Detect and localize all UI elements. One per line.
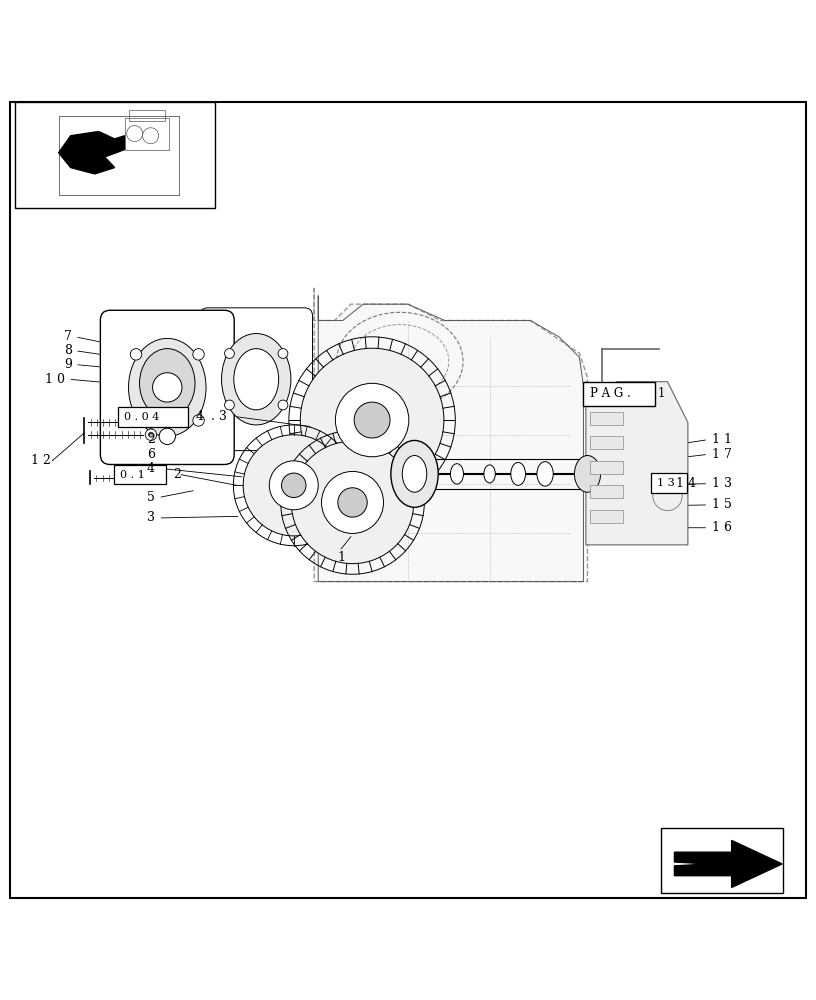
Text: 6: 6 — [147, 448, 155, 461]
Circle shape — [335, 383, 409, 457]
Circle shape — [322, 471, 384, 533]
Bar — [590, 510, 623, 523]
Circle shape — [149, 476, 153, 480]
Ellipse shape — [129, 338, 206, 436]
Text: 5: 5 — [147, 491, 155, 504]
Circle shape — [653, 481, 682, 511]
Circle shape — [131, 415, 142, 426]
Ellipse shape — [221, 334, 290, 425]
Text: 9: 9 — [64, 358, 72, 371]
Circle shape — [278, 349, 288, 358]
FancyBboxPatch shape — [114, 465, 166, 484]
Text: 2: 2 — [173, 468, 181, 481]
Circle shape — [300, 348, 444, 492]
Circle shape — [145, 417, 157, 428]
FancyBboxPatch shape — [200, 308, 313, 451]
FancyBboxPatch shape — [583, 382, 655, 406]
Ellipse shape — [450, 464, 463, 484]
Text: 4: 4 — [196, 410, 204, 423]
Bar — [129, 110, 165, 121]
Ellipse shape — [391, 440, 438, 507]
Text: 3: 3 — [147, 511, 155, 524]
Ellipse shape — [233, 349, 278, 410]
Circle shape — [193, 349, 204, 360]
FancyBboxPatch shape — [651, 473, 687, 493]
Text: 8: 8 — [64, 344, 72, 357]
Bar — [590, 436, 623, 449]
Text: 1 1: 1 1 — [712, 433, 732, 446]
Polygon shape — [314, 288, 588, 582]
Circle shape — [153, 373, 182, 402]
Text: P A G .: P A G . — [590, 387, 631, 400]
Text: 1 4: 1 4 — [676, 477, 696, 490]
Circle shape — [145, 429, 157, 440]
Text: 0 . 0 4: 0 . 0 4 — [124, 412, 159, 422]
Text: 1 0: 1 0 — [45, 373, 65, 386]
Bar — [125, 118, 169, 150]
Polygon shape — [674, 840, 783, 887]
Text: 2: 2 — [147, 433, 155, 446]
Ellipse shape — [511, 462, 526, 485]
Text: 1 6: 1 6 — [712, 521, 732, 534]
Text: 1: 1 — [337, 551, 345, 564]
Circle shape — [278, 400, 288, 410]
Ellipse shape — [484, 465, 495, 483]
Circle shape — [149, 420, 153, 425]
Circle shape — [131, 349, 142, 360]
Circle shape — [159, 428, 175, 445]
Bar — [661, 828, 783, 893]
Text: 1 5: 1 5 — [712, 498, 731, 511]
Ellipse shape — [402, 456, 427, 492]
Text: 1 3: 1 3 — [657, 478, 675, 488]
Text: 1: 1 — [658, 387, 665, 400]
FancyBboxPatch shape — [118, 407, 188, 427]
Circle shape — [144, 471, 157, 484]
Bar — [590, 485, 623, 498]
Circle shape — [338, 488, 367, 517]
Circle shape — [243, 435, 344, 536]
Text: 1 2: 1 2 — [31, 454, 51, 467]
Circle shape — [224, 400, 234, 410]
Text: 4: 4 — [147, 462, 155, 475]
Ellipse shape — [574, 456, 601, 492]
FancyBboxPatch shape — [100, 310, 234, 465]
Circle shape — [149, 432, 153, 437]
Ellipse shape — [537, 462, 553, 486]
Text: 0 . 1: 0 . 1 — [120, 470, 144, 480]
Bar — [590, 412, 623, 425]
Circle shape — [269, 461, 318, 510]
Circle shape — [224, 349, 234, 358]
Text: 7: 7 — [64, 330, 72, 343]
Polygon shape — [586, 382, 688, 545]
Text: 1 3: 1 3 — [712, 477, 732, 490]
Text: 1 7: 1 7 — [712, 448, 731, 461]
Bar — [590, 387, 623, 400]
Bar — [59, 116, 179, 195]
Circle shape — [282, 473, 306, 498]
Polygon shape — [59, 131, 125, 174]
Text: . 3: . 3 — [211, 410, 226, 423]
Circle shape — [354, 402, 390, 438]
Bar — [15, 102, 215, 208]
Circle shape — [291, 441, 414, 564]
Bar — [590, 461, 623, 474]
Circle shape — [193, 415, 204, 426]
Ellipse shape — [140, 349, 195, 418]
